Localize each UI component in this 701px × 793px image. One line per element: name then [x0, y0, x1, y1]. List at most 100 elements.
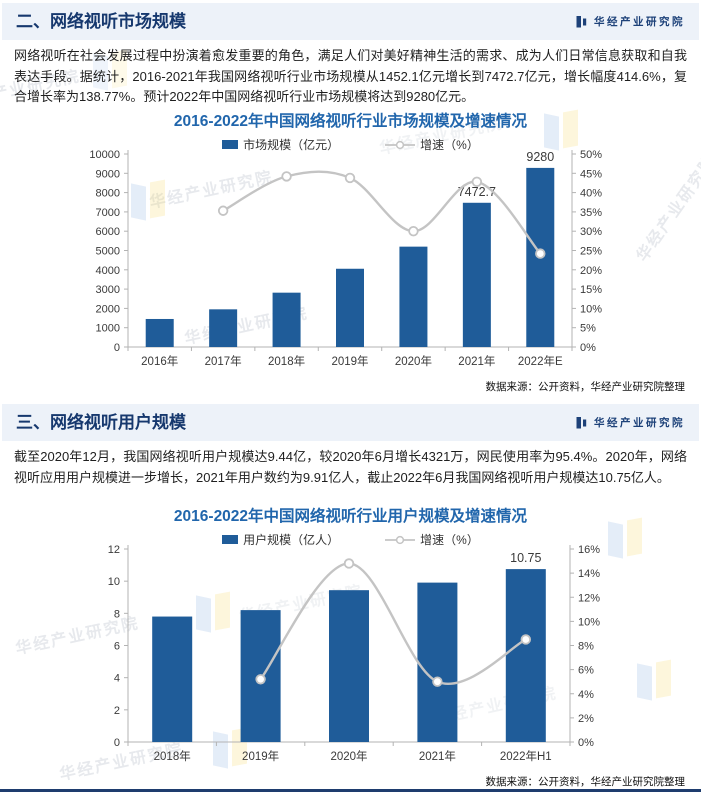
section-header-market-size: 二、网络视听市场规模 华经产业研究院 [2, 3, 699, 40]
right-tick-label: 10% [578, 616, 600, 628]
x-axis-label: 2021年 [419, 749, 456, 763]
left-tick-label: 3000 [96, 284, 120, 296]
bar-swatch-icon [222, 140, 239, 149]
legend-item-growth: 增速（%） [385, 136, 479, 153]
x-axis-label: 2022年E [518, 354, 563, 368]
section-heading: 二、网络视听市场规模 [16, 12, 186, 31]
left-tick-label: 8 [114, 608, 120, 620]
chart1-legend: 市场规模（亿元） 增速（%） [0, 136, 701, 153]
growth-marker [217, 205, 229, 216]
section-header-user-scale: 三、网络视听用户规模 华经产业研究院 [2, 404, 699, 441]
brand-name: 华经产业研究院 [594, 16, 685, 28]
bar-2017年 [209, 309, 238, 347]
right-tick-label: 8% [578, 641, 594, 653]
chart2-legend: 用户规模（亿人） 增速（%） [0, 531, 701, 548]
right-tick-label: 30% [580, 226, 602, 238]
bar-2016年 [145, 318, 174, 347]
user-scale-chart: 0 2 4 6 8 10 12 0% 2% 4% 6% 8% 10% 12% 14% 16% 10.75 2018… [108, 544, 600, 763]
brand-book-icon [576, 416, 587, 428]
right-tick-label: 0% [578, 737, 594, 749]
growth-marker [281, 171, 292, 182]
right-tick-label: 20% [580, 265, 602, 277]
legend-label: 市场规模（亿元） [243, 138, 340, 152]
chart2-source-note: 数据来源：公开资料，华经产业研究院整理 [485, 776, 686, 788]
right-tick-label: 25% [580, 246, 602, 258]
bar-2019年 [336, 268, 364, 347]
x-axis-label: 2020年 [395, 354, 432, 368]
left-tick-label: 8000 [96, 188, 120, 200]
right-tick-label: 16% [578, 544, 600, 556]
right-tick-label: 0% [580, 342, 596, 354]
left-tick-label: 6 [114, 641, 120, 653]
left-tick-label: 2 [114, 705, 120, 717]
x-axis-label: 2019年 [242, 749, 279, 763]
bar-swatch-icon [222, 535, 239, 544]
bar-2021年 [462, 202, 491, 347]
bar-2018年 [272, 292, 301, 347]
bar-value-label: 10.75 [510, 551, 541, 565]
growth-marker [432, 676, 443, 687]
growth-marker [344, 172, 356, 184]
bar-value-label: 7472.7 [458, 185, 496, 199]
growth-marker [471, 176, 483, 187]
legend-label: 用户规模（亿人） [243, 533, 340, 547]
growth-marker [520, 634, 532, 645]
right-tick-label: 14% [578, 568, 600, 580]
left-tick-label: 10000 [89, 149, 120, 161]
bar-2022年H1 [505, 569, 546, 742]
left-tick-label: 1000 [96, 323, 120, 335]
growth-marker [535, 248, 546, 259]
bar-2018年 [152, 616, 193, 742]
line-swatch-icon [385, 140, 416, 149]
right-tick-label: 50% [580, 149, 602, 161]
bar-2021年 [417, 582, 458, 742]
user-scale-paragraph: 截至2020年12月，我国网络视听用户规模达9.44亿，较2020年6月增长43… [14, 449, 687, 485]
right-tick-label: 40% [580, 188, 602, 200]
left-tick-label: 5000 [96, 246, 120, 258]
section-heading: 三、网络视听用户规模 [16, 413, 186, 432]
left-tick-label: 6000 [96, 226, 120, 238]
legend-label: 增速（%） [420, 138, 479, 152]
left-tick-label: 4000 [96, 265, 120, 277]
right-tick-label: 10% [580, 303, 602, 315]
left-tick-label: 10 [108, 576, 120, 588]
legend-item-growth: 增速（%） [385, 531, 479, 548]
right-tick-label: 6% [578, 665, 594, 677]
legend-item-market-size: 市场规模（亿元） [222, 136, 339, 153]
line-swatch-icon [385, 535, 416, 544]
left-tick-label: 7000 [96, 207, 120, 219]
brand-name: 华经产业研究院 [594, 417, 685, 429]
brand-book-icon [576, 15, 587, 27]
right-tick-label: 2% [578, 713, 594, 725]
x-axis-label: 2021年 [458, 354, 495, 368]
chart1-title: 2016-2022年中国网络视听行业市场规模及增速情况 [173, 113, 528, 130]
right-tick-label: 35% [580, 207, 602, 219]
x-axis-label: 2022年H1 [500, 749, 552, 763]
chart2-title: 2016-2022年中国网络视听行业用户规模及增速情况 [173, 508, 528, 525]
chart1-source-note: 数据来源：公开资料，华经产业研究院整理 [485, 381, 686, 393]
brand-logo: 华经产业研究院 [576, 3, 685, 40]
market-size-chart: 0 1000 2000 3000 4000 5000 6000 7000 8000 9000 100… [89, 149, 602, 368]
left-tick-label: 0 [114, 342, 120, 354]
x-axis-label: 2018年 [154, 749, 191, 763]
market-size-paragraph: 网络视听在社会发展过程中扮演着愈发重要的角色，满足人们对美好精神生活的需求、成为… [14, 48, 687, 104]
bar-value-label: 9280 [526, 150, 554, 164]
growth-marker [255, 674, 266, 685]
x-axis-label: 2018年 [268, 354, 305, 368]
left-tick-label: 2000 [96, 303, 120, 315]
bar-2020年 [399, 246, 428, 347]
x-axis-label: 2020年 [330, 749, 367, 763]
x-axis-label: 2017年 [205, 354, 242, 368]
right-tick-label: 45% [580, 168, 602, 180]
right-tick-label: 4% [578, 689, 594, 701]
growth-marker [343, 558, 355, 569]
left-tick-label: 9000 [96, 168, 120, 180]
growth-line [259, 562, 527, 685]
x-axis-label: 2016年 [141, 354, 178, 368]
bar-2020年 [329, 590, 369, 742]
growth-marker [408, 225, 419, 237]
right-tick-label: 12% [578, 592, 600, 604]
brand-logo: 华经产业研究院 [576, 404, 685, 441]
legend-item-user-scale: 用户规模（亿人） [222, 531, 339, 548]
